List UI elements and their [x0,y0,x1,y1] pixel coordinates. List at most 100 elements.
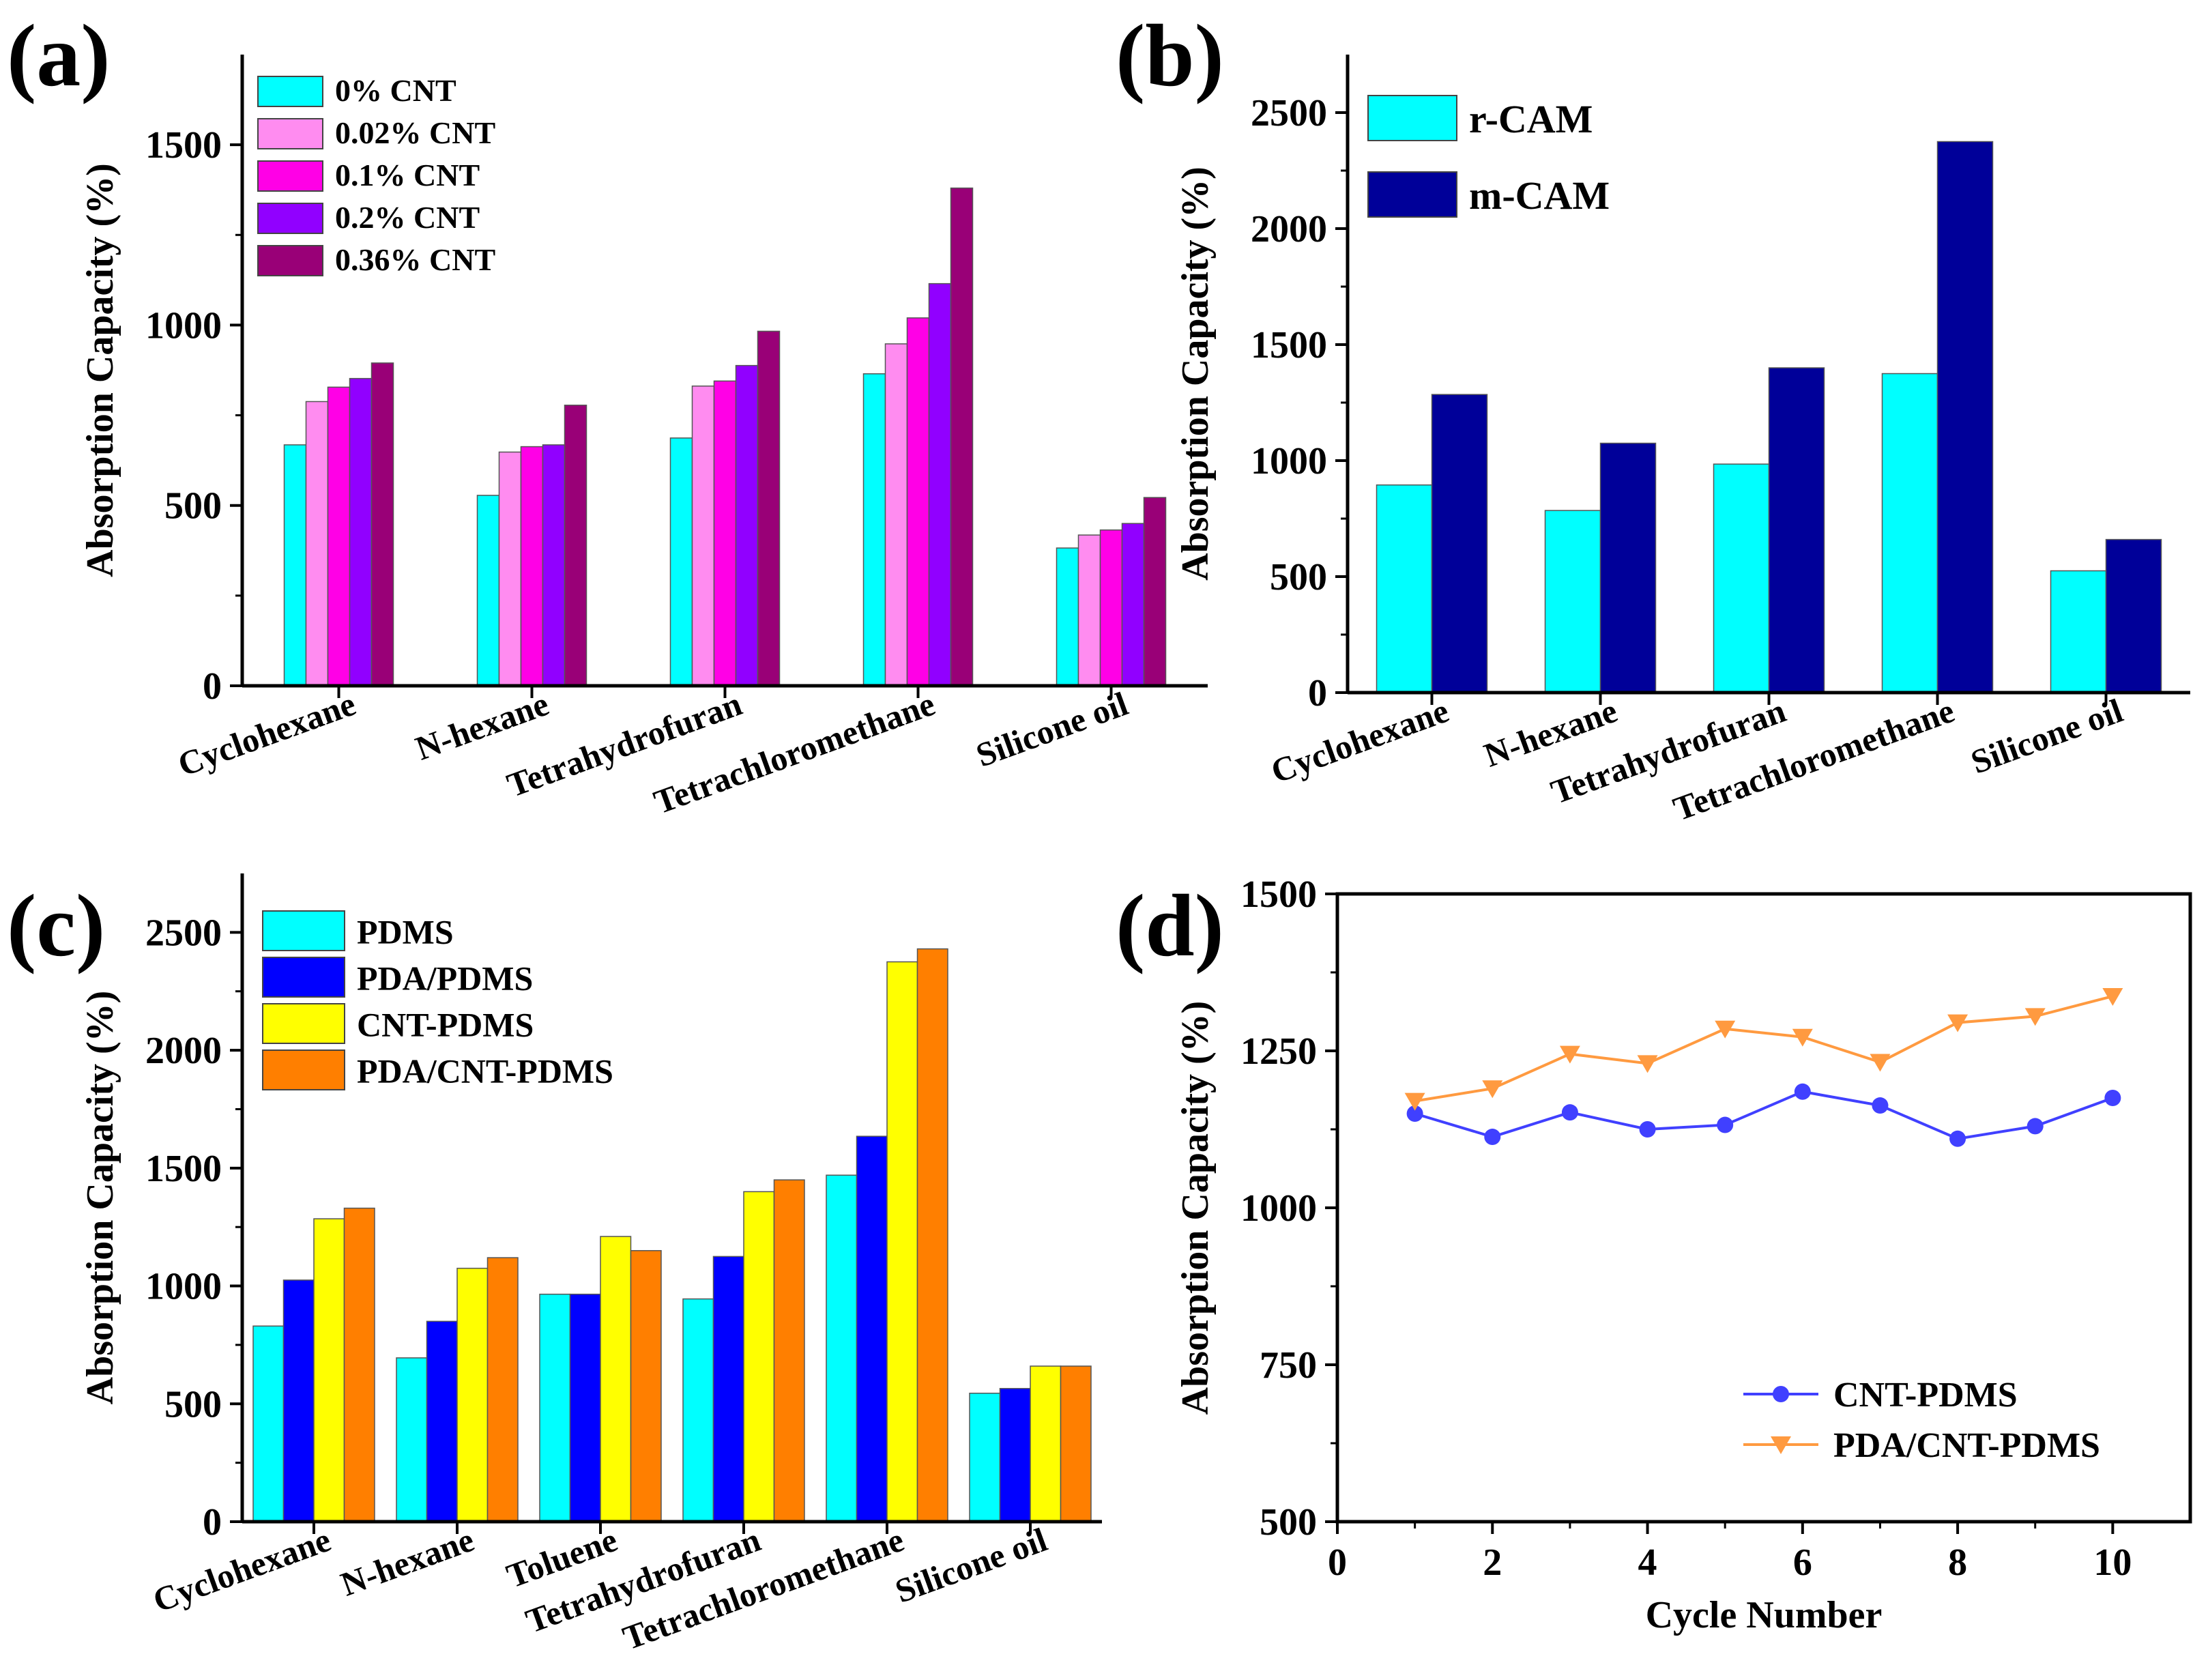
bar-b-r-cam-tetrachloromethane [1881,373,1938,693]
y-axis-title: Absorption Capacity (%) [1174,1001,1217,1415]
bar-c-pda-pdms-tetrachloromethane [856,1135,888,1522]
data-point-cnt-pdms [2027,1118,2044,1135]
bar-b-m-cam-tetrachloromethane [1936,141,1994,693]
x-tick-label: Cyclohexane [173,684,360,784]
y-tick-label: 500 [164,485,222,527]
legend-label: PDA/PDMS [357,959,533,998]
legend-label: PDA/CNT-PDMS [357,1052,613,1090]
x-tick-label: N-hexane [411,684,554,768]
bar-c-pda-cnt-pdms-tetrahydrofuran [773,1179,805,1522]
legend-swatch [257,203,323,234]
y-tick-label: 1500 [1240,873,1317,916]
data-point-pda-cnt-pdms [1715,1020,1736,1039]
bar-a-0-2-cnt-silicone-oil [1121,523,1145,686]
x-tick-label: Cyclohexane [1266,691,1453,791]
y-tick-label: 2500 [1251,92,1327,134]
legend-label: 0.36% CNT [335,242,495,277]
bar-c-pda-pdms-silicone-oil [999,1388,1031,1522]
y-tick-label: 500 [1260,1501,1317,1544]
legend-swatch [257,118,323,149]
bar-a-0-02-cnt-silicone-oil [1077,534,1101,686]
y-tick-label: 2000 [1251,208,1327,250]
legend-label: CNT-PDMS [1833,1376,2018,1415]
x-tick-label: 6 [1793,1541,1812,1584]
bar-a-0-cnt-tetrahydrofuran [669,437,693,686]
legend-label: 0.2% CNT [335,200,480,235]
legend-swatch [262,910,345,951]
y-tick-label: 1500 [1251,324,1327,366]
legend-swatch [262,1049,345,1090]
data-point-pda-cnt-pdms [1404,1092,1425,1111]
bar-c-pdms-toluene [539,1293,571,1522]
bar-b-r-cam-cyclohexane [1376,484,1433,693]
bar-a-0-cnt-silicone-oil [1056,547,1079,686]
bar-a-0-2-cnt-cyclohexane [349,377,373,686]
bar-c-pdms-tetrachloromethane [826,1174,858,1522]
y-tick-label: 500 [164,1383,222,1425]
x-tick-label: Cyclohexane [148,1520,336,1620]
bar-c-cnt-pdms-n-hexane [456,1267,489,1522]
data-point-cnt-pdms [1406,1105,1423,1122]
data-point-cnt-pdms [1639,1121,1656,1138]
bar-c-cnt-pdms-tetrachloromethane [886,961,918,1522]
bar-a-0-36-cnt-cyclohexane [371,362,394,686]
x-tick-label: 4 [1638,1541,1657,1584]
data-point-pda-cnt-pdms [1559,1045,1580,1064]
x-tick-label: Tetrachloromethane [1668,691,1959,828]
y-tick-label: 0 [203,665,222,708]
legend-label: 0.1% CNT [335,158,480,192]
bar-c-cnt-pdms-silicone-oil [1030,1365,1062,1522]
series-line-pda-cnt-pdms [1414,995,2113,1103]
bar-b-m-cam-cyclohexane [1431,394,1488,693]
legend: CNT-PDMS PDA/CNT-PDMS [1743,1376,2100,1465]
bar-c-pda-pdms-cyclohexane [282,1279,315,1522]
bar-a-0-1-cnt-silicone-oil [1099,529,1123,686]
panel-label: (b) [1116,7,1224,105]
bar-c-pdms-n-hexane [396,1357,428,1522]
bar-c-cnt-pdms-tetrahydrofuran [743,1191,775,1522]
x-tick-label: Silicone oil [971,684,1133,774]
bar-c-pda-cnt-pdms-cyclohexane [343,1207,375,1522]
bar-a-0-02-cnt-tetrachloromethane [884,343,908,686]
bar-a-0-cnt-cyclohexane [283,444,307,686]
bar-a-0-cnt-n-hexane [476,495,500,686]
bar-a-0-2-cnt-tetrahydrofuran [735,364,759,686]
data-point-cnt-pdms [1872,1097,1889,1114]
panel-d: (d) 500 750 1000 1250 1500 0 2 4 6 8 10 CNT-PDMS PDA/… [1116,873,2192,1636]
data-point-cnt-pdms [1484,1129,1501,1146]
bar-c-pda-cnt-pdms-tetrachloromethane [916,948,948,1522]
legend: PDMS PDA/PDMS CNT-PDMS PDA/CNT-PDMS [262,910,613,1090]
panel-label: (d) [1116,877,1224,975]
data-point-pda-cnt-pdms [1870,1054,1891,1072]
data-point-cnt-pdms [1717,1116,1734,1133]
bar-c-pdms-cyclohexane [252,1325,285,1522]
legend-marker [1771,1436,1791,1454]
bar-c-pda-cnt-pdms-toluene [630,1249,662,1522]
data-point-pda-cnt-pdms [1637,1055,1658,1073]
legend-label: 0% CNT [335,73,456,108]
bar-a-0-36-cnt-n-hexane [564,405,587,686]
bar-a-0-02-cnt-n-hexane [498,451,522,686]
legend-swatch [1367,171,1457,218]
data-point-cnt-pdms [1794,1083,1811,1100]
y-tick-label: 1500 [145,1148,222,1190]
panel-b: (b)Cyclohexane N-hexaneTetrahydrofuranTet… [1116,7,2190,828]
legend-swatch [257,76,323,107]
y-axis-title: Absorption Capacity (%) [79,991,121,1405]
bar-a-0-cnt-tetrachloromethane [862,373,886,686]
data-point-cnt-pdms [1561,1104,1578,1121]
bar-b-r-cam-n-hexane [1544,510,1601,693]
bar-c-cnt-pdms-toluene [600,1236,632,1522]
legend: r-CAM m-CAM [1367,95,1610,218]
bar-a-0-36-cnt-silicone-oil [1143,497,1167,686]
bar-c-pdms-tetrahydrofuran [682,1298,714,1522]
bar-b-r-cam-tetrahydrofuran [1713,463,1770,693]
data-point-cnt-pdms [1949,1130,1966,1147]
bar-c-pda-pdms-tetrahydrofuran [712,1256,744,1522]
y-tick-label: 1250 [1240,1030,1317,1073]
legend-label: PDMS [357,913,454,951]
y-tick-label: 0 [1308,672,1327,714]
legend-label: 0.02% CNT [335,115,495,150]
y-axis-title: Absorption Capacity (%) [1174,166,1217,581]
